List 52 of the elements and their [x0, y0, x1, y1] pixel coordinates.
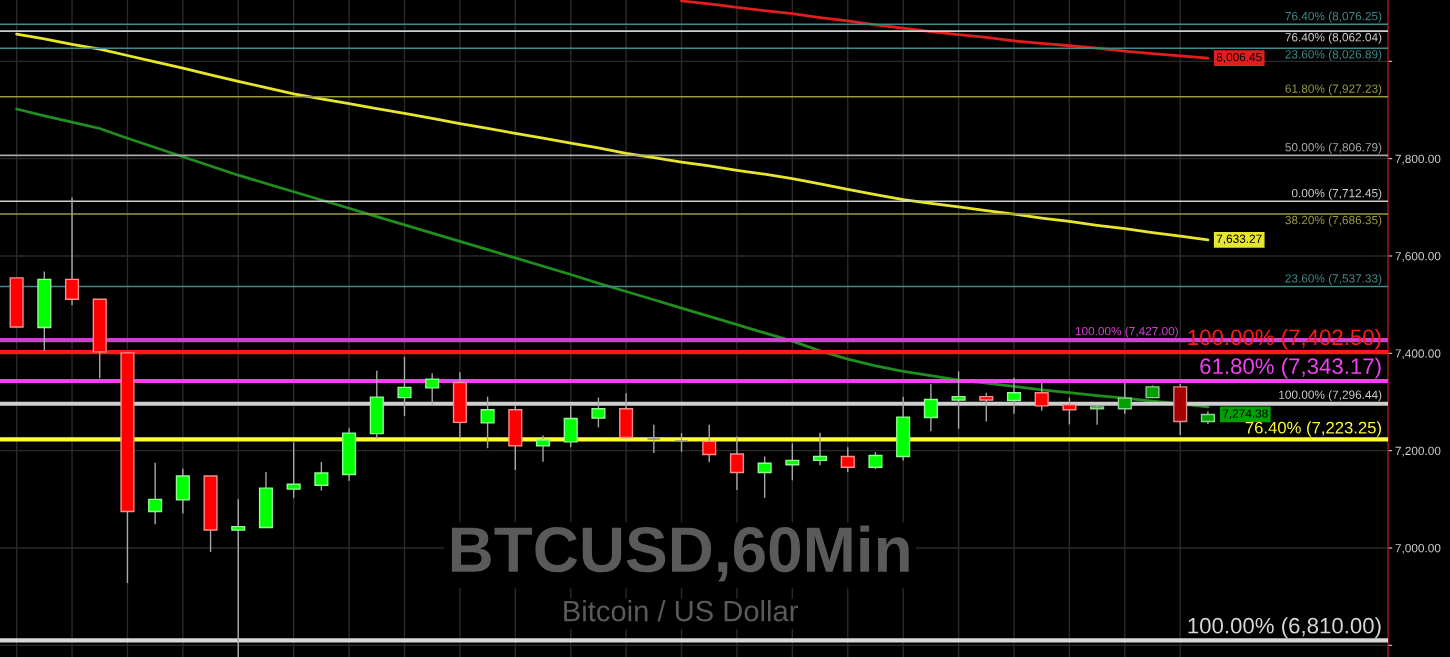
ref-line-label: 0.00% (7,712.45) — [1291, 188, 1382, 200]
candlestick — [231, 498, 246, 657]
candlestick — [64, 196, 80, 306]
candlestick — [286, 441, 301, 499]
ref-line-label: 38.20% (7,686.35) — [1285, 215, 1382, 227]
data-label: 7,633.27 — [1216, 234, 1262, 245]
candlestick — [1006, 376, 1022, 415]
ref-line-label: 76.40% (8,062.04) — [1285, 32, 1382, 44]
candlestick — [757, 455, 772, 499]
ref-line-label: 76.40% (8,076.25) — [1285, 11, 1382, 23]
ref-line-label: 61.80% (7,927.23) — [1285, 84, 1382, 96]
candlestick — [591, 396, 606, 428]
candlestick — [1117, 382, 1132, 415]
ref-line-label: 100.00% (6,810.00) — [1188, 617, 1381, 638]
ref-line-label: 23.60% (7,537.33) — [1285, 273, 1382, 285]
candlestick — [175, 467, 190, 515]
y-tick-label: 7,800.00 — [1395, 154, 1441, 165]
candlestick — [148, 462, 163, 525]
y-tick-label: 7,400.00 — [1395, 349, 1441, 360]
ref-line-label: 100.00% (7,296.44) — [1279, 390, 1382, 402]
text: BTCUSD,60Min — [451, 525, 909, 582]
candlestick — [397, 356, 412, 417]
candlestick — [1062, 396, 1077, 426]
ref-line-label: 61.80% (7,343.17) — [1200, 357, 1381, 379]
candlestick — [951, 370, 966, 430]
data-label: 8,006.45 — [1216, 52, 1262, 63]
ref-line-label: 100.00% (7,427.00) — [1075, 326, 1178, 338]
candlestick — [314, 461, 329, 492]
y-tick-label: 7,000.00 — [1395, 544, 1441, 554]
candlestick — [702, 424, 717, 464]
ref-line-label: 76.40% (7,223.25) — [1245, 421, 1381, 437]
text: 7,274.38 — [1222, 409, 1268, 420]
candlestick — [425, 372, 440, 407]
candlestick — [1034, 382, 1049, 412]
candlestick — [923, 383, 938, 432]
ref-line-label: 23.60% (8,026.89) — [1285, 49, 1382, 61]
candlestick — [563, 405, 578, 448]
candlestick — [1090, 404, 1105, 426]
candlestick — [979, 392, 994, 423]
candlestick — [812, 431, 828, 466]
ref-line-label: 50.00% (7,806.79) — [1285, 142, 1382, 154]
candlestick — [480, 395, 495, 449]
y-tick-label: 7,200.00 — [1395, 446, 1441, 457]
candlestick — [646, 424, 661, 454]
text: Bitcoin / US Dollar — [564, 600, 798, 622]
line-series — [680, 0, 1210, 60]
candlestick — [840, 446, 855, 473]
candlestick — [674, 432, 689, 453]
line-series — [15, 32, 1210, 242]
candlestick — [729, 435, 745, 491]
candlestick — [535, 434, 551, 463]
y-tick-label: 7,600.00 — [1395, 252, 1441, 262]
